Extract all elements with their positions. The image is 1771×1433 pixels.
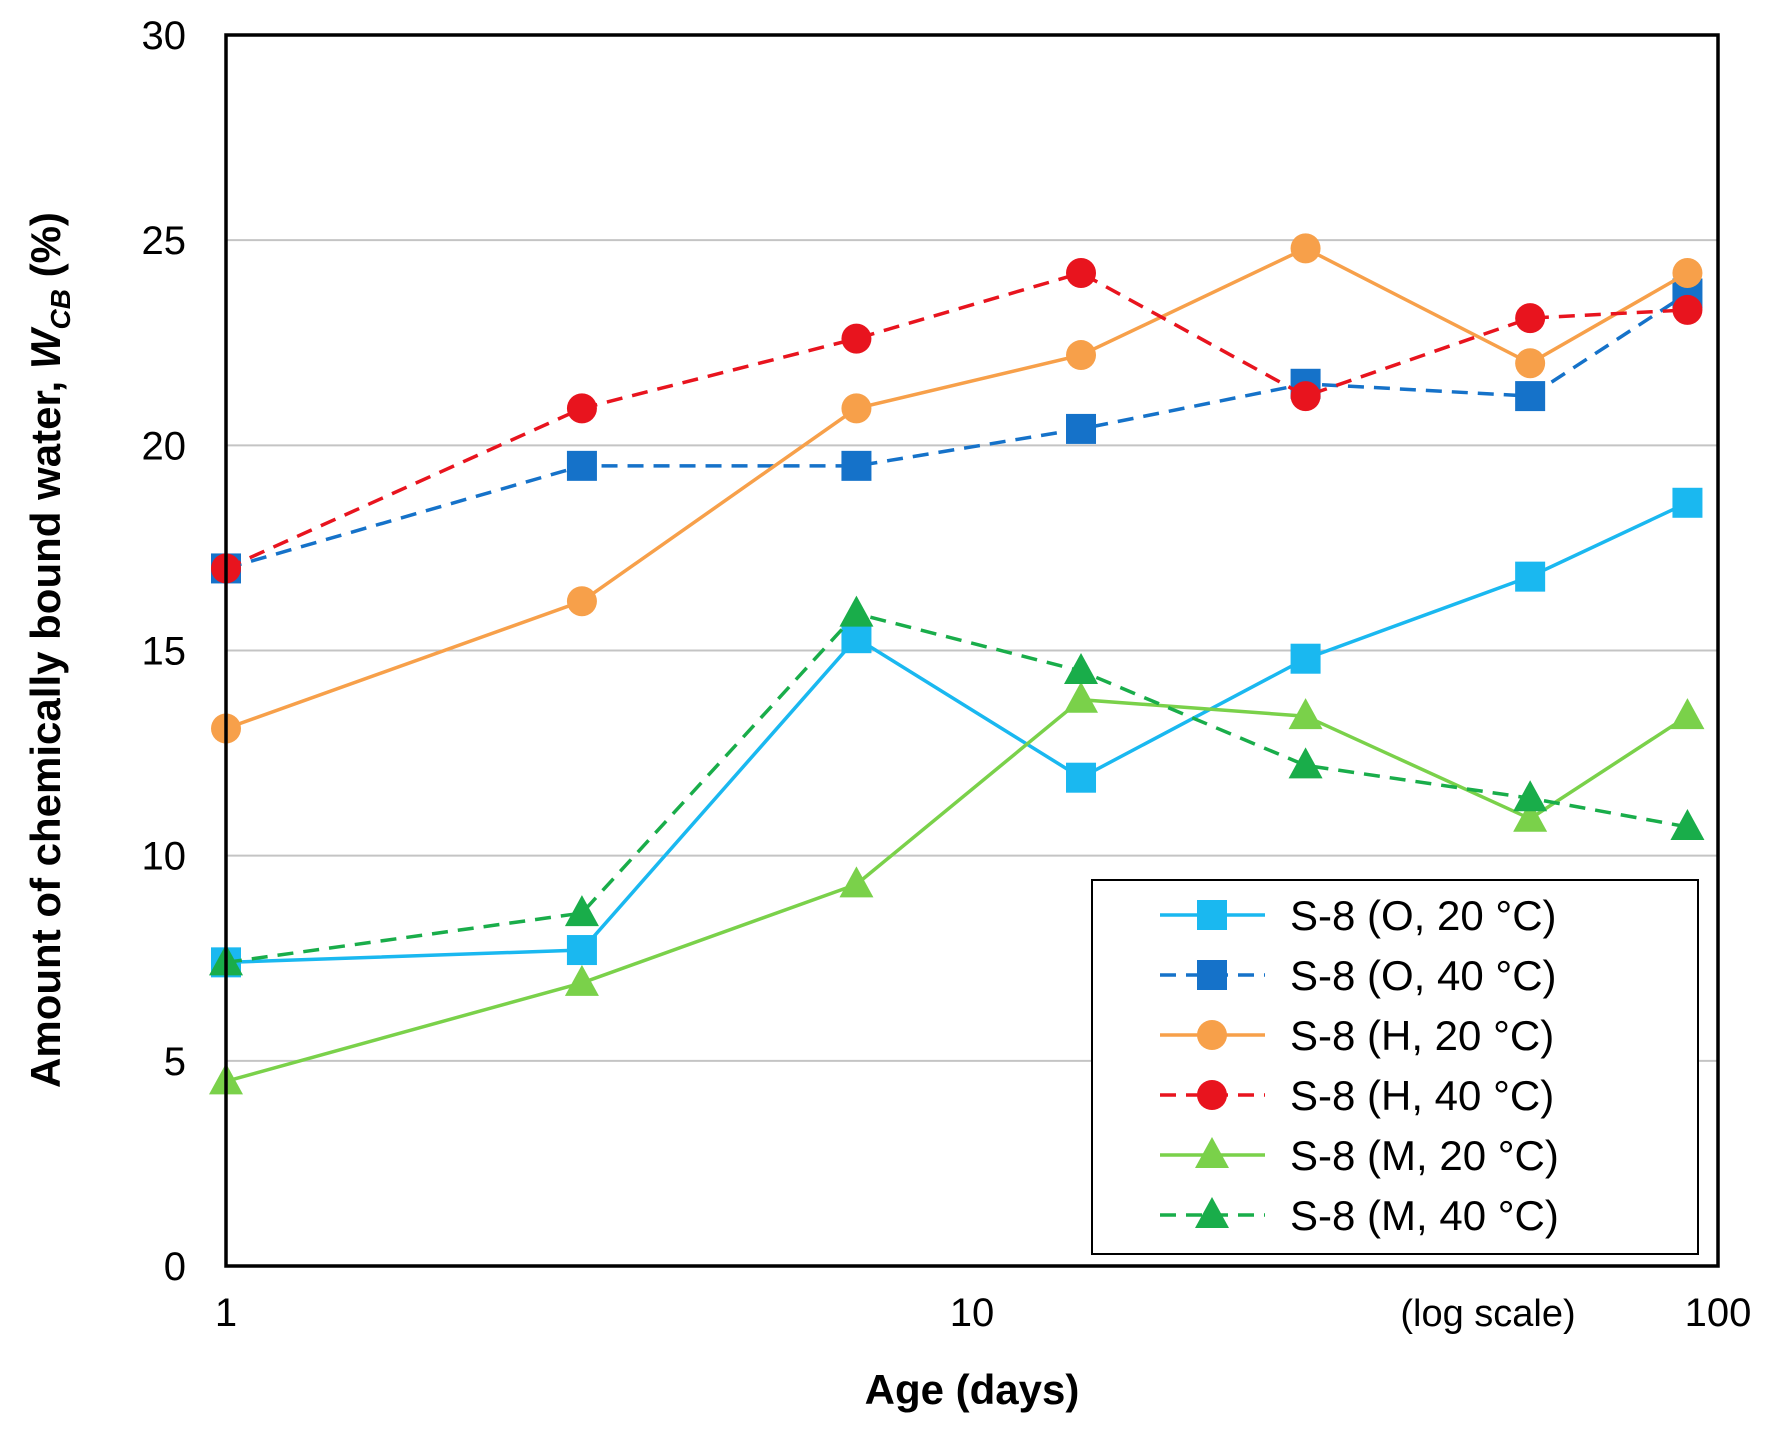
- data-point: [1515, 303, 1546, 334]
- data-point: [1288, 747, 1323, 779]
- plot-frame: [224, 33, 1720, 1268]
- data-point: [1290, 381, 1321, 412]
- legend-marker: [1195, 1137, 1229, 1168]
- data-point: [1672, 257, 1703, 288]
- legend-item: S-8 (O, 40 °C): [1160, 952, 1557, 999]
- legend-label: S-8 (M, 40 °C): [1290, 1192, 1559, 1239]
- data-point: [841, 450, 872, 481]
- data-point: [566, 586, 597, 617]
- data-point: [1066, 257, 1097, 288]
- x-tick-label: 1: [215, 1291, 237, 1335]
- data-point: [1672, 487, 1703, 518]
- legend-item: S-8 (O, 20 °C): [1160, 892, 1557, 939]
- data-point: [1066, 413, 1097, 444]
- y-tick-label: 30: [142, 14, 187, 58]
- data-point: [841, 393, 872, 424]
- series-4: [211, 257, 1703, 584]
- series-3: [211, 233, 1703, 744]
- legend-box: [1091, 879, 1699, 1255]
- data-point: [566, 935, 597, 966]
- legend-label: S-8 (M, 20 °C): [1290, 1132, 1559, 1179]
- data-point: [566, 450, 597, 481]
- data-point: [564, 964, 599, 996]
- legend-label: S-8 (O, 40 °C): [1290, 952, 1557, 999]
- legend-label: S-8 (H, 40 °C): [1290, 1072, 1554, 1119]
- x-tick-label: 100: [1685, 1291, 1752, 1335]
- data-point: [839, 595, 874, 627]
- y-axis-title: Amount of chemically bound water, WCB (%…: [22, 212, 76, 1088]
- data-point: [1064, 653, 1099, 685]
- y-tick-label: 20: [142, 424, 187, 468]
- data-point: [564, 895, 599, 927]
- data-point: [1515, 381, 1546, 412]
- x-axis-title: Age (days): [865, 1366, 1080, 1413]
- data-point: [566, 393, 597, 424]
- legend-item: S-8 (M, 20 °C): [1160, 1132, 1559, 1179]
- data-point: [1515, 348, 1546, 379]
- data-point: [1066, 762, 1097, 793]
- legend-marker: [1195, 1197, 1229, 1228]
- legend-marker: [1197, 960, 1227, 990]
- y-tick-label: 15: [142, 630, 187, 674]
- legend: S-8 (O, 20 °C) S-8 (O, 40 °C) S-8 (H, 20 °…: [1091, 879, 1699, 1255]
- legend-item: S-8 (M, 40 °C): [1160, 1192, 1559, 1239]
- y-axis-title-subscript: CB: [45, 289, 76, 329]
- legend-marker: [1197, 1080, 1227, 1110]
- legend-label: S-8 (H, 20 °C): [1290, 1012, 1554, 1059]
- data-point: [1066, 340, 1097, 371]
- y-tick-label: 10: [142, 835, 187, 879]
- legend-item: S-8 (H, 20 °C): [1160, 1012, 1554, 1059]
- y-tick-label: 0: [164, 1245, 186, 1289]
- series-6: [209, 595, 1705, 976]
- legend-marker: [1197, 1020, 1227, 1050]
- data-point: [1515, 561, 1546, 592]
- legend-item: S-8 (H, 40 °C): [1160, 1072, 1554, 1119]
- data-point: [1513, 800, 1548, 832]
- y-axis-title-suffix: (%): [22, 212, 69, 289]
- data-point: [841, 323, 872, 354]
- data-series: [209, 233, 1705, 1095]
- data-point: [841, 623, 872, 654]
- data-point: [1672, 294, 1703, 325]
- data-point: [1290, 643, 1321, 674]
- y-axis-title-variable: W: [22, 326, 69, 369]
- y-tick-label: 25: [142, 219, 187, 263]
- legend-marker: [1197, 900, 1227, 930]
- x-tick-label: 10: [950, 1291, 995, 1335]
- y-axis-title-prefix: Amount of chemically bound water,: [22, 369, 69, 1088]
- x-scale-note: (log scale): [1400, 1293, 1575, 1335]
- tick-labels: 0 5 10 15 20 25 30 1 10 100: [142, 14, 1752, 1335]
- data-point: [1513, 780, 1548, 812]
- data-point: [1064, 681, 1099, 713]
- data-point: [1670, 808, 1705, 840]
- data-point: [1290, 233, 1321, 264]
- y-tick-label: 5: [164, 1040, 186, 1084]
- legend-label: S-8 (O, 20 °C): [1290, 892, 1557, 939]
- data-point: [1670, 698, 1705, 730]
- data-point: [1288, 698, 1323, 730]
- data-point: [839, 866, 874, 898]
- series-5: [209, 681, 1705, 1095]
